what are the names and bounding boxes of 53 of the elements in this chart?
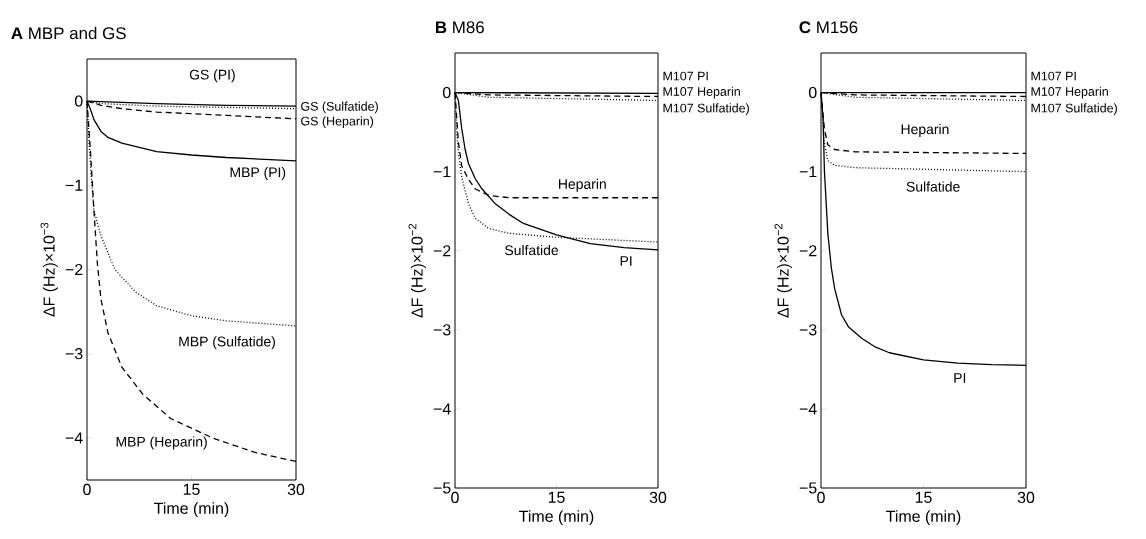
annotation: MBP (Sulfatide) [179, 336, 275, 350]
annotation: Heparin [559, 178, 606, 192]
y-tick-label: −4 [799, 403, 817, 415]
y-tick-label: −2 [65, 263, 83, 276]
annotation: Heparin [901, 123, 949, 137]
y-tick-label: −1 [433, 166, 451, 178]
text: GS (Sulfatide) [301, 101, 378, 114]
annotation: MBP (PI) [230, 167, 286, 181]
chart-title: B M86 [435, 21, 484, 34]
y-tick-label: −3 [799, 324, 817, 336]
annotation: Sulfatide [505, 244, 559, 256]
chart-title: C M156 [799, 21, 858, 34]
x-tick-label: 0 [451, 491, 459, 504]
text: M107 Sulfatide) [1031, 103, 1117, 115]
chart-title: A MBP and GS [11, 26, 126, 40]
y-axis-title: ΔF (Hz)×10$^{−2}$ [774, 223, 792, 318]
y-tick-label: 0 [442, 86, 451, 99]
text: M107 PI [1031, 71, 1076, 81]
y-tick-label: −3 [433, 324, 451, 336]
y-tick-label: −5 [433, 482, 451, 494]
y-tick-label: 0 [808, 86, 817, 99]
y-tick-label: −1 [799, 166, 817, 178]
x-axis-title: Time (min) [154, 502, 229, 518]
y-tick-label: −1 [65, 179, 83, 191]
x-axis-title: Time (min) [886, 510, 961, 526]
annotation: GS (PI) [189, 69, 235, 83]
y-tick-label: −3 [65, 348, 83, 360]
text: GS (Heparin) [301, 116, 374, 128]
x-tick-label: 0 [817, 491, 825, 504]
text: M107 Heparin [663, 86, 740, 99]
x-tick-label: 30 [649, 491, 667, 504]
x-tick-label: 15 [548, 491, 565, 503]
x-tick-label: 15 [915, 491, 932, 503]
annotation: PI [954, 373, 966, 383]
x-tick-label: 15 [183, 483, 200, 495]
x-tick-label: 0 [83, 483, 91, 496]
x-axis-title: Time (min) [519, 510, 594, 526]
y-tick-label: −4 [433, 403, 451, 415]
y-tick-label: −2 [799, 245, 817, 257]
text: M107 Heparin [1031, 86, 1108, 99]
text: M107 PI [663, 71, 708, 81]
y-tick-label: −4 [65, 432, 83, 444]
annotation: Sulfatide [906, 181, 960, 192]
annotation: MBP (Heparin) [116, 436, 207, 450]
text: M107 Sulfatide) [663, 103, 749, 115]
annotation: PI [620, 256, 632, 266]
y-tick-label: −5 [799, 482, 817, 494]
y-tick-label: 0 [74, 95, 83, 107]
y-axis-title: ΔF (Hz)×10$^{−3}$ [40, 222, 58, 317]
y-tick-label: −2 [433, 245, 451, 257]
x-tick-label: 30 [1017, 491, 1035, 504]
y-axis-title: ΔF (Hz)×10$^{−2}$ [408, 223, 426, 318]
x-tick-label: 30 [287, 483, 305, 496]
